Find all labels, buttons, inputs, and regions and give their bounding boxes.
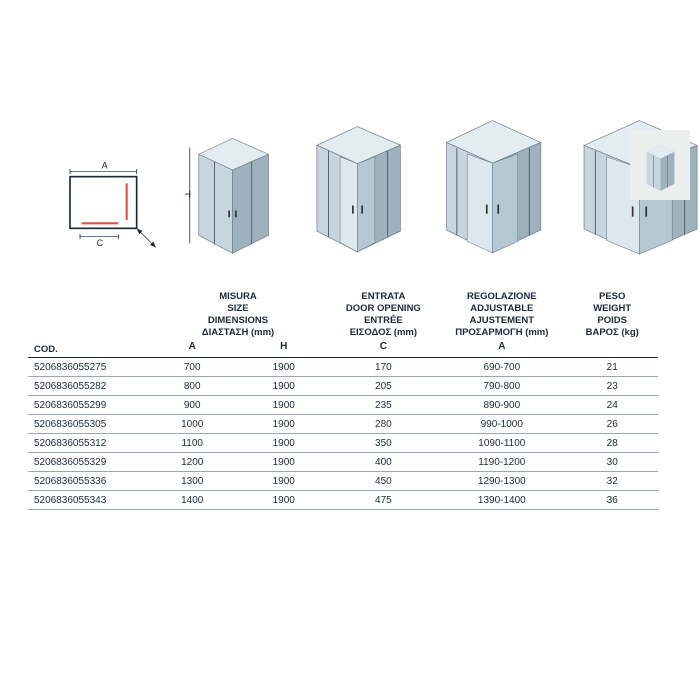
table-row: 5206836055336130019004501290-130032 — [28, 472, 658, 491]
col-cod: COD. — [28, 285, 146, 358]
table-body: 52068360552757001900170690-70021 5206836… — [28, 358, 658, 510]
col-misura: MISURA SIZE DIMENSIONS ΔΙΑΣΤΑΣΗ (mm) — [146, 285, 329, 340]
table-row: 52068360552828001900205790-80023 — [28, 377, 658, 396]
diagram-iso-closed: H — [185, 125, 280, 265]
diagram-top-view: A C — [60, 160, 160, 265]
col-entrata: ENTRATA DOOR OPENING ENTRÉE ΕΙΣΟΔΟΣ (mm) — [330, 285, 438, 340]
col-peso: PESO WEIGHT POIDS ΒΑΡΟΣ (kg) — [566, 285, 658, 340]
diagram-row: A C — [60, 110, 680, 265]
page: A C — [0, 0, 700, 700]
sub-blank — [566, 340, 658, 358]
diagram-iso-open2 — [435, 110, 550, 265]
table-row: 520683605530510001900280990-100026 — [28, 415, 658, 434]
sub-h: H — [238, 340, 330, 358]
sub-a2: A — [437, 340, 566, 358]
table-row: 5206836055312110019003501090-110028 — [28, 434, 658, 453]
table-row: 52068360552999001900235890-90024 — [28, 396, 658, 415]
spec-table: COD. MISURA SIZE DIMENSIONS ΔΙΑΣΤΑΣΗ (mm… — [28, 285, 658, 510]
label-h: H — [185, 189, 191, 201]
label-a: A — [102, 160, 109, 170]
table-row: 5206836055329120019004001190-120030 — [28, 453, 658, 472]
table-row: 5206836055343140019004751390-140036 — [28, 491, 658, 510]
sub-a: A — [146, 340, 238, 358]
label-c: C — [97, 238, 104, 248]
diagram-iso-open1 — [305, 115, 410, 265]
thumbnail — [630, 130, 690, 200]
col-regolazione: REGOLAZIONE ADJUSTABLE AJUSTEMENT ΠΡΟΣΑΡ… — [437, 285, 566, 340]
table-row: 52068360552757001900170690-70021 — [28, 358, 658, 377]
sub-c: C — [330, 340, 438, 358]
